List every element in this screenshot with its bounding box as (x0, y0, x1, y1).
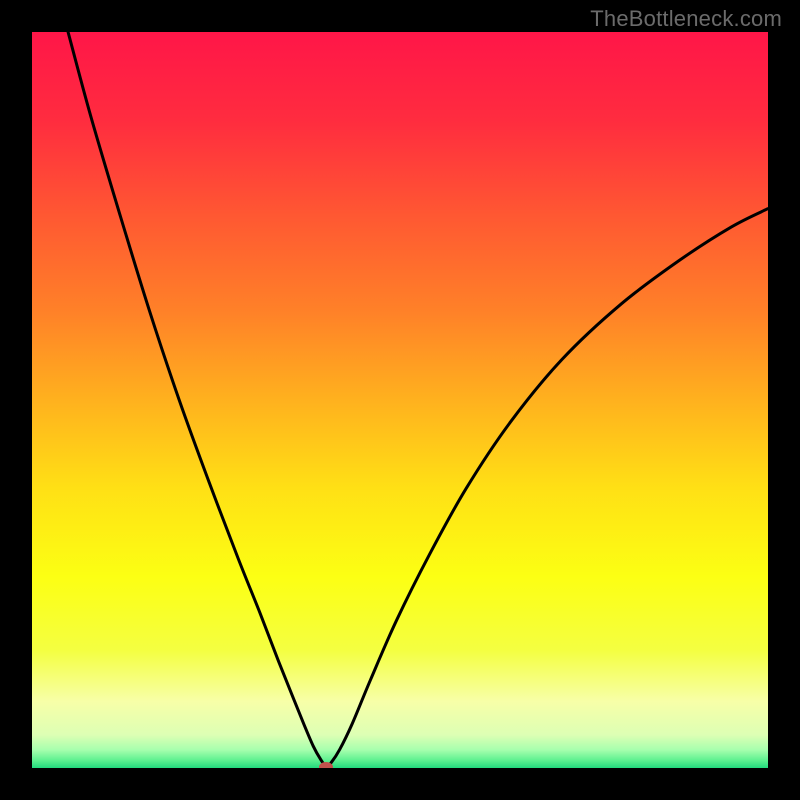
chart-container: TheBottleneck.com (0, 0, 800, 800)
plot-area (32, 32, 768, 768)
bottleneck-curve (32, 32, 768, 768)
watermark-text: TheBottleneck.com (590, 6, 782, 32)
minimum-marker (319, 762, 333, 768)
